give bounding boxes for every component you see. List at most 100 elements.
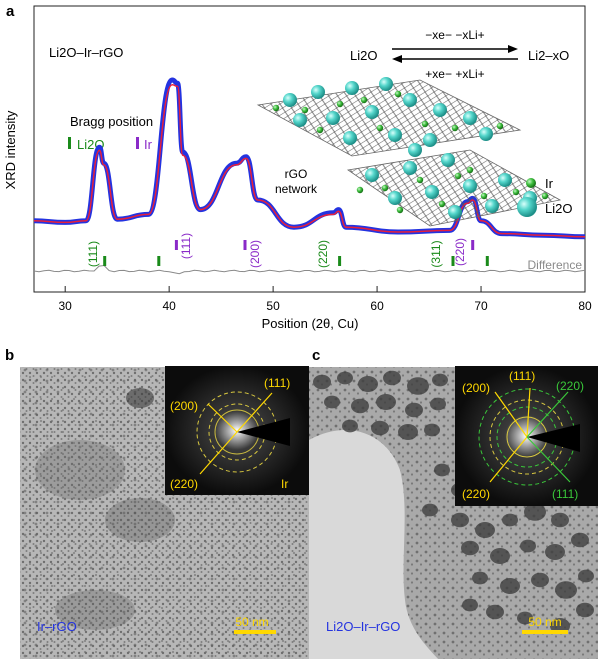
saed-inset-c: (200) (111) (220) (220) (111) <box>455 366 598 506</box>
panel-b-letter: b <box>5 347 14 364</box>
nanoparticle <box>517 611 533 625</box>
li2o-sphere <box>423 133 437 147</box>
panel-c-scale-bar <box>522 630 568 634</box>
li2o-sphere <box>326 111 340 125</box>
hkl-li2o-111: (111) <box>86 241 100 267</box>
panel-a-sample-label: Li2O–Ir–rGO <box>49 45 123 60</box>
bragg-tick-li2o <box>451 256 455 266</box>
ir-sphere <box>376 124 384 132</box>
x-tick-label: 40 <box>162 299 176 313</box>
nanoparticle <box>576 602 594 618</box>
li2o-sphere <box>293 113 307 127</box>
dark-region <box>35 440 125 500</box>
nanoparticle <box>462 598 478 612</box>
difference-curve <box>33 264 586 275</box>
nanoparticle <box>531 572 549 588</box>
nanoparticle <box>313 374 331 390</box>
bragg-tick-li2o <box>157 256 161 266</box>
li2o-sphere <box>425 185 439 199</box>
nanoparticle <box>351 398 369 414</box>
nanoparticle <box>555 581 577 599</box>
li2o-sphere <box>365 105 379 119</box>
reaction-left: Li2O <box>350 48 377 63</box>
nanoparticle <box>371 420 389 436</box>
nanoparticle <box>430 397 446 411</box>
x-tick-label: 30 <box>59 299 73 313</box>
bragg-tick-ir <box>243 240 247 250</box>
legend-ir-label: Ir <box>545 176 554 191</box>
rgo-network-illustration: rGO network <box>256 77 562 227</box>
ir-sphere <box>512 188 520 196</box>
nanoparticle <box>398 424 418 440</box>
li2o-sphere <box>311 85 325 99</box>
nanoparticle <box>500 578 520 594</box>
ir-sphere <box>451 124 459 132</box>
bragg-title: Bragg position <box>70 114 153 129</box>
panel-b-sample-label: Ir–rGO <box>37 619 77 634</box>
x-axis-label: Position (2θ, Cu) <box>262 316 359 331</box>
graphene-sheet-bottom <box>346 149 562 227</box>
nanoparticle <box>475 522 495 538</box>
nanoparticle <box>502 513 518 527</box>
difference-label: Difference <box>528 258 583 272</box>
panel-b-scale-text: 50 nm <box>235 615 268 629</box>
ir-sphere <box>272 104 280 112</box>
bragg-tick-ir <box>471 240 475 250</box>
reaction-top-label: −xe− −xLi+ <box>425 28 484 42</box>
ir-sphere <box>416 176 424 184</box>
reaction-scheme: Li2O Li2–xO −xe− −xLi+ +xe− +xLi+ <box>350 28 569 81</box>
x-tick-label: 60 <box>370 299 384 313</box>
hkl-ir-111: (111) <box>179 233 193 259</box>
li2o-sphere <box>345 81 359 95</box>
bragg-li2o-marker <box>68 137 71 149</box>
li2o-sphere <box>343 131 357 145</box>
bragg-ir-marker <box>136 137 139 149</box>
nanoparticle <box>486 604 504 620</box>
x-tick-label: 50 <box>266 299 280 313</box>
saed-c-220: (220) <box>462 487 490 501</box>
nanoparticle <box>551 512 569 528</box>
bragg-ticks <box>103 240 489 266</box>
saed-c-111-green: (111) <box>552 487 578 501</box>
saed-c-220-green: (220) <box>556 379 584 393</box>
forward-arrowhead <box>508 45 518 53</box>
li2o-sphere <box>498 173 512 187</box>
li2o-sphere <box>365 168 379 182</box>
ir-sphere <box>356 186 364 194</box>
saed-c-111: (111) <box>509 369 535 383</box>
ir-sphere <box>360 96 368 104</box>
nanoparticle <box>432 373 448 387</box>
legend-li2o-sphere <box>517 197 537 217</box>
saed-c-200: (200) <box>462 381 490 395</box>
saed-b-ir: Ir <box>281 477 288 491</box>
x-tick-label: 80 <box>578 299 592 313</box>
graphene-sheet-top <box>256 79 522 157</box>
ir-sphere <box>466 166 474 174</box>
rgo-label-line2: network <box>275 182 318 196</box>
nanoparticle <box>358 376 378 392</box>
nanoparticle <box>451 512 469 528</box>
legend-ir-sphere <box>526 178 536 188</box>
ir-sphere <box>336 100 344 108</box>
y-axis-label: XRD intensity <box>3 110 18 189</box>
nanoparticle <box>490 548 510 564</box>
hkl-li2o-220: (220) <box>316 240 330 268</box>
li2o-sphere <box>463 111 477 125</box>
ir-sphere <box>394 90 402 98</box>
ir-sphere <box>421 120 429 128</box>
li2o-sphere <box>403 93 417 107</box>
ir-sphere <box>496 122 504 130</box>
nanoparticle <box>461 540 479 556</box>
nanoparticle <box>524 503 546 521</box>
li2o-sphere <box>448 205 462 219</box>
ir-sphere <box>396 206 404 214</box>
panel-c-sample-label: Li2O–Ir–rGO <box>326 619 400 634</box>
nanoparticle <box>571 532 589 548</box>
panel-c-scale-text: 50 nm <box>528 615 561 629</box>
nanoparticle <box>520 539 536 553</box>
saed-inset-b: (200) (111) (220) Ir <box>165 366 309 495</box>
li2o-sphere <box>379 77 393 91</box>
nanoparticle <box>545 544 565 560</box>
plot-frame <box>33 5 586 293</box>
